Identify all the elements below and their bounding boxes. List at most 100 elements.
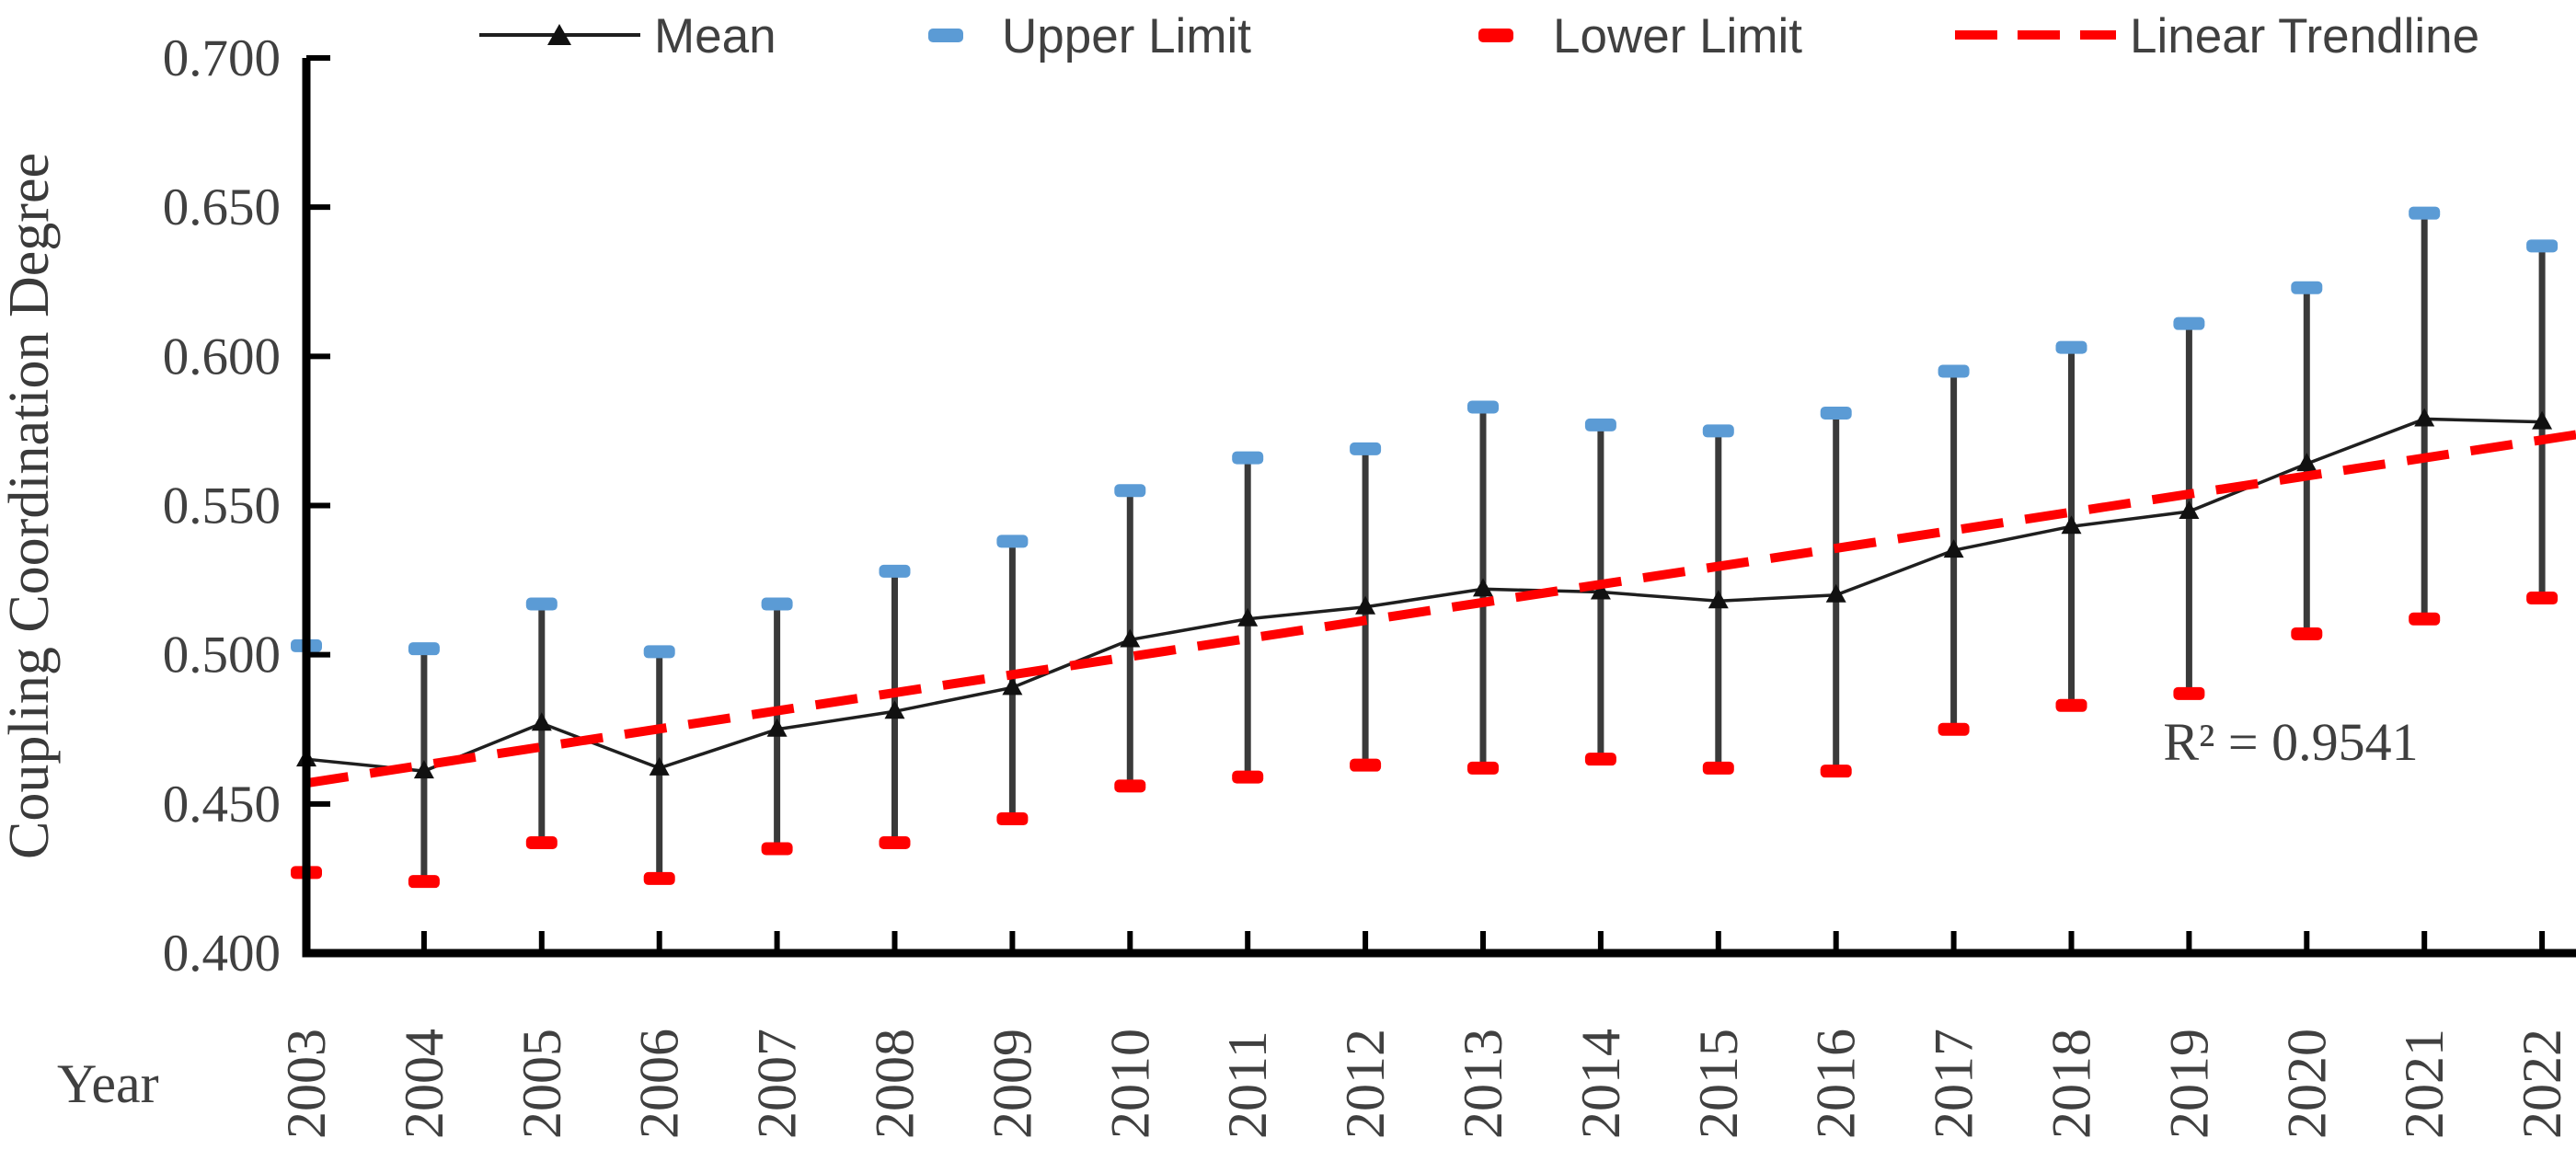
legend-item-upper-limit: Upper Limit xyxy=(928,9,1251,63)
mean-triangle-marker xyxy=(531,712,552,731)
lower-limit-cap xyxy=(761,842,793,856)
x-tick-label-year: 2020 xyxy=(2276,1029,2337,1139)
tick-labels-group: 0.700 0.650 0.600 0.550 0.500 0.450 0.400 2003 2… xyxy=(163,29,2572,1139)
mean-triangle-marker xyxy=(2061,515,2082,535)
upper-limit-cap xyxy=(2173,316,2205,330)
lower-limit-cap xyxy=(1350,758,1382,772)
mean-line xyxy=(305,417,2543,773)
x-tick-label-year: 2004 xyxy=(394,1029,454,1139)
lower-limit-dash-icon xyxy=(1478,29,1513,42)
mean-triangle-marker xyxy=(1355,595,1376,615)
lower-limit-cap xyxy=(996,812,1029,826)
lower-limit-cap xyxy=(525,835,558,849)
upper-limit-cap xyxy=(1702,424,1734,438)
x-tick-label-year: 2017 xyxy=(1924,1029,1984,1139)
mean-triangle-marker xyxy=(884,700,905,719)
mean-triangle-marker xyxy=(1002,676,1023,696)
lower-limit-cap xyxy=(2526,592,2559,605)
x-tick-label-year: 2003 xyxy=(276,1029,337,1139)
mean-triangle-marker xyxy=(2296,453,2317,472)
x-tick-label-year: 2008 xyxy=(865,1029,926,1139)
lower-limit-cap xyxy=(2409,612,2441,626)
y-tick-label: 0.450 xyxy=(163,776,281,834)
x-tick-label-year: 2018 xyxy=(2041,1029,2102,1139)
x-tick-label-year: 2011 xyxy=(1217,1030,1278,1139)
upper-limit-cap xyxy=(2291,281,2323,294)
y-tick-label: 0.400 xyxy=(163,925,281,983)
lower-limit-cap xyxy=(2291,627,2323,640)
y-tick-label: 0.700 xyxy=(163,29,281,87)
upper-limit-cap xyxy=(1584,418,1616,431)
y-tick-label: 0.650 xyxy=(163,178,281,236)
x-tick-label-year: 2022 xyxy=(2512,1029,2572,1139)
x-tick-label-year: 2007 xyxy=(747,1029,808,1139)
r-squared-annotation: R² = 0.9541 xyxy=(2163,712,2418,772)
lower-limit-cap xyxy=(643,871,675,885)
mean-triangle-marker xyxy=(2179,500,2200,519)
upper-limit-cap xyxy=(643,645,675,659)
x-tick-label-year: 2019 xyxy=(2158,1029,2219,1139)
upper-limit-cap xyxy=(525,597,558,611)
lower-limit-cap xyxy=(2173,686,2205,700)
mean-triangle-marker xyxy=(1237,607,1259,627)
mean-triangle-marker xyxy=(1473,578,1493,597)
x-tick-label-year: 2010 xyxy=(1099,1029,1160,1139)
y-axis-title: Coupling Coordination Degree xyxy=(0,153,61,859)
lower-limit-cap xyxy=(408,875,440,889)
lower-limit-cap xyxy=(1702,761,1734,775)
legend-label-mean: Mean xyxy=(654,9,776,63)
mean-triangle-marker-icon xyxy=(547,24,571,45)
upper-limit-cap xyxy=(1467,400,1499,414)
lower-limit-cap xyxy=(879,835,911,849)
upper-limit-cap xyxy=(879,564,911,578)
lower-limit-cap xyxy=(2055,698,2087,712)
x-tick-label-year: 2005 xyxy=(512,1029,572,1139)
x-tick-label-year: 2012 xyxy=(1335,1029,1396,1139)
x-tick-label-year: 2009 xyxy=(982,1029,1042,1139)
upper-limit-cap xyxy=(996,535,1029,548)
legend-label-linear-trendline: Linear Trendline xyxy=(2130,9,2479,63)
mean-triangle-marker xyxy=(2532,410,2553,430)
upper-limit-cap xyxy=(1938,364,1970,378)
mean-triangle-marker xyxy=(649,756,670,776)
legend-item-lower-limit: Lower Limit xyxy=(1478,9,1802,63)
legend-label-lower-limit: Lower Limit xyxy=(1553,9,1802,63)
x-tick-label-year: 2014 xyxy=(1570,1029,1631,1139)
mean-triangle-marker xyxy=(1708,590,1729,609)
y-tick-label: 0.600 xyxy=(163,328,281,385)
lower-limit-cap xyxy=(1467,761,1499,775)
upper-limit-cap xyxy=(2409,206,2441,220)
x-tick-label-year: 2006 xyxy=(629,1029,690,1139)
x-tick-label-year: 2021 xyxy=(2394,1029,2455,1139)
legend: Mean Upper Limit Lower Limit Linear Tren… xyxy=(479,9,2479,63)
lower-limit-cap xyxy=(1114,779,1146,793)
y-tick-label: 0.550 xyxy=(163,477,281,535)
upper-limit-cap xyxy=(2055,340,2087,354)
mean-triangle-marker xyxy=(766,718,788,737)
mean-triangle-marker xyxy=(1590,581,1611,600)
axes-group xyxy=(302,55,2576,958)
mean-triangle-marker xyxy=(1120,628,1141,648)
x-axis-title: Year xyxy=(57,1053,159,1114)
mean-triangle-marker xyxy=(1825,583,1846,603)
lower-limit-cap xyxy=(1232,770,1264,784)
lower-limit-cap xyxy=(1938,722,1970,736)
upper-limit-cap xyxy=(2526,239,2559,253)
upper-limit-dash-icon xyxy=(928,29,963,42)
y-tick-label: 0.500 xyxy=(163,627,281,684)
legend-item-linear-trendline: Linear Trendline xyxy=(1955,9,2479,63)
x-tick-label-year: 2016 xyxy=(1806,1029,1867,1139)
upper-limit-cap xyxy=(408,642,440,656)
upper-limit-cap xyxy=(1114,484,1146,498)
error-bars-group xyxy=(291,206,2559,889)
upper-limit-cap xyxy=(761,597,793,611)
x-tick-label-year: 2013 xyxy=(1453,1029,1513,1139)
lower-limit-cap xyxy=(1820,765,1852,778)
legend-item-mean: Mean xyxy=(479,9,776,63)
lower-limit-cap xyxy=(1584,753,1616,766)
legend-label-upper-limit: Upper Limit xyxy=(1002,9,1251,63)
mean-triangle-marker xyxy=(1943,539,1964,558)
mean-triangle-marker xyxy=(2414,408,2435,427)
